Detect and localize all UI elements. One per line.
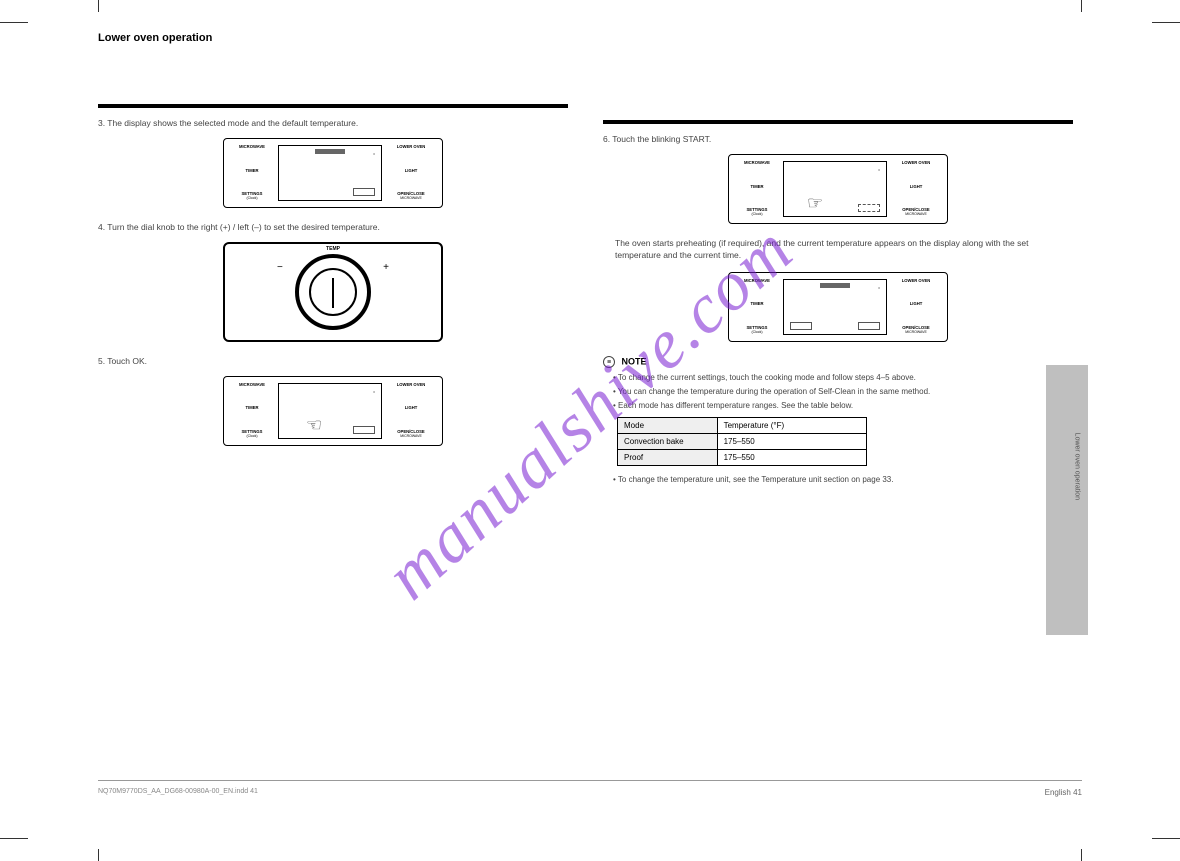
note-heading: ≡ NOTE bbox=[603, 356, 1073, 368]
panel-display-4: ≡ bbox=[783, 279, 887, 335]
dial-minus: − bbox=[277, 262, 283, 273]
btn-lower-oven: LOWER OVEN bbox=[386, 145, 436, 150]
side-tab bbox=[1046, 365, 1088, 635]
table-row: Proof175–550 bbox=[618, 450, 867, 466]
btn-light: LIGHT bbox=[386, 169, 436, 174]
page-number: English 41 bbox=[1045, 788, 1082, 797]
dial-panel: TEMP − + bbox=[223, 242, 443, 342]
footer-filename: NQ70M9770DS_AA_DG68-00980A-00_EN.indd 41 bbox=[98, 788, 258, 795]
table-row: Convection bake175–550 bbox=[618, 434, 867, 450]
dial-inner bbox=[309, 268, 357, 316]
note-bullet-1: To change the current settings, touch th… bbox=[613, 372, 1073, 383]
btn-microwave: MICROWAVE bbox=[230, 145, 274, 150]
table-row: ModeTemperature (°F) bbox=[618, 418, 867, 434]
step-6-text: 6. Touch the blinking START. bbox=[603, 134, 1073, 146]
section-title-left: Lower oven operation bbox=[98, 32, 568, 44]
temperature-table: ModeTemperature (°F) Convection bake175–… bbox=[617, 417, 867, 466]
footer-rule bbox=[98, 780, 1082, 781]
note-icon: ≡ bbox=[603, 356, 615, 368]
page-content: Lower oven operation 3. The display show… bbox=[98, 60, 1082, 800]
step-3-text: 3. The display shows the selected mode a… bbox=[98, 118, 568, 130]
control-panel-4: MICROWAVE TIMER SETTINGS (Clock) ≡ LOWER… bbox=[728, 272, 948, 342]
step-5-text: 5. Touch OK. bbox=[98, 356, 568, 368]
btn-clock: (Clock) bbox=[230, 197, 274, 201]
step-7-text: The oven starts preheating (if required)… bbox=[615, 238, 1073, 262]
note-bullet-3: Each mode has different temperature rang… bbox=[613, 400, 1073, 411]
panel-display-1: ≡ bbox=[278, 145, 382, 201]
step-4-text: 4. Turn the dial knob to the right (+) /… bbox=[98, 222, 568, 234]
btn-mw-sub: MICROWAVE bbox=[386, 197, 436, 201]
note-bullet-2: You can change the temperature during th… bbox=[613, 386, 1073, 397]
panel-display-2: ≡ bbox=[278, 383, 382, 439]
panel-display-3: ≡ bbox=[783, 161, 887, 217]
dial-outer bbox=[295, 254, 371, 330]
btn-timer: TIMER bbox=[230, 169, 274, 174]
control-panel-2: MICROWAVE TIMER SETTINGS (Clock) ≡ LOWER… bbox=[223, 376, 443, 446]
note-bullet-4: To change the temperature unit, see the … bbox=[613, 474, 1073, 485]
control-panel-1: MICROWAVE TIMER SETTINGS (Clock) ≡ LOWER… bbox=[223, 138, 443, 208]
dial-temp-label: TEMP bbox=[326, 246, 340, 252]
dial-plus: + bbox=[383, 262, 389, 273]
left-column: Lower oven operation 3. The display show… bbox=[98, 60, 568, 460]
side-tab-label: Lower oven operation bbox=[1073, 433, 1080, 500]
control-panel-3: MICROWAVE TIMER SETTINGS (Clock) ≡ LOWER… bbox=[728, 154, 948, 224]
section-rule-left bbox=[98, 104, 568, 108]
right-column: 6. Touch the blinking START. MICROWAVE T… bbox=[603, 60, 1073, 488]
section-rule-right bbox=[603, 120, 1073, 124]
